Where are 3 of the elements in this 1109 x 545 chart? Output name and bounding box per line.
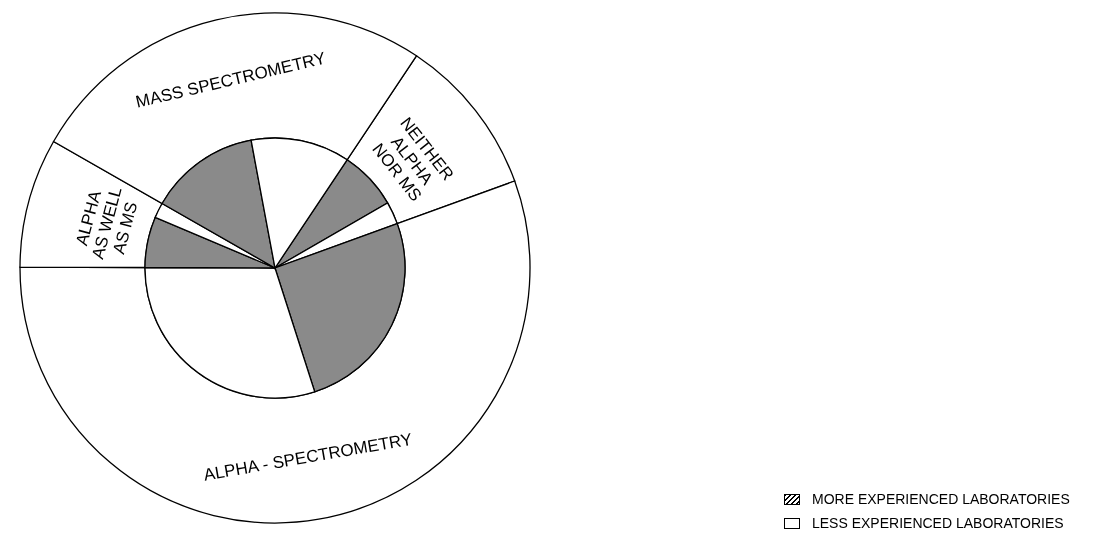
text: LESS EXPERIENCED LABORATORIES bbox=[812, 515, 1064, 531]
slice-label: ALPHA AS WELL AS MS bbox=[72, 185, 142, 262]
text: MORE EXPERIENCED LABORATORIES bbox=[812, 491, 1070, 507]
